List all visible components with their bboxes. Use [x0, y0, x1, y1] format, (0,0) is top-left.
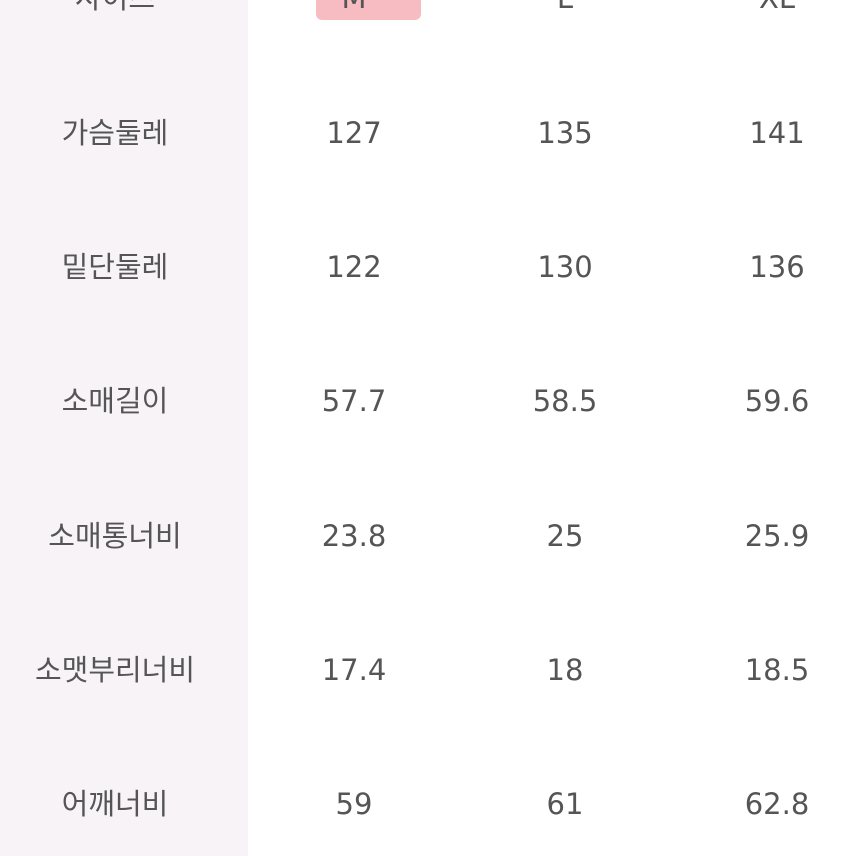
- size-value: 141: [749, 116, 805, 150]
- size-value: 130: [537, 250, 593, 285]
- row-label: 소매통너비: [48, 518, 182, 553]
- row-label: 어깨너비: [61, 787, 169, 821]
- size-value: 25: [546, 518, 584, 553]
- size-value: 18.5: [744, 652, 810, 687]
- header-size: L: [445, 0, 685, 18]
- size-value: 25.9: [744, 518, 810, 553]
- row-label: 밑단둘레: [61, 250, 169, 285]
- size-value: 122: [326, 250, 382, 285]
- row-label: 가슴둘레: [61, 116, 169, 150]
- size-value: 59.6: [744, 384, 810, 419]
- header-size: M: [234, 0, 474, 18]
- size-value: 136: [749, 250, 805, 285]
- size-value: 135: [537, 116, 593, 150]
- size-value: 61: [546, 787, 584, 821]
- header-size: XL: [657, 0, 856, 18]
- size-value: 127: [326, 116, 382, 150]
- header-label: 사이즈: [0, 0, 235, 18]
- size-value: 59: [335, 787, 373, 821]
- size-value: 23.8: [321, 518, 387, 553]
- size-value: 58.5: [532, 384, 598, 419]
- size-value: 62.8: [744, 787, 810, 821]
- size-value: 17.4: [321, 652, 387, 687]
- row-label: 소맷부리너비: [34, 652, 196, 687]
- size-value: 18: [546, 652, 584, 687]
- label-column-background: [0, 0, 248, 856]
- selected-size-highlight: [316, 0, 421, 20]
- size-value: 57.7: [321, 384, 387, 419]
- row-label: 소매길이: [61, 384, 169, 419]
